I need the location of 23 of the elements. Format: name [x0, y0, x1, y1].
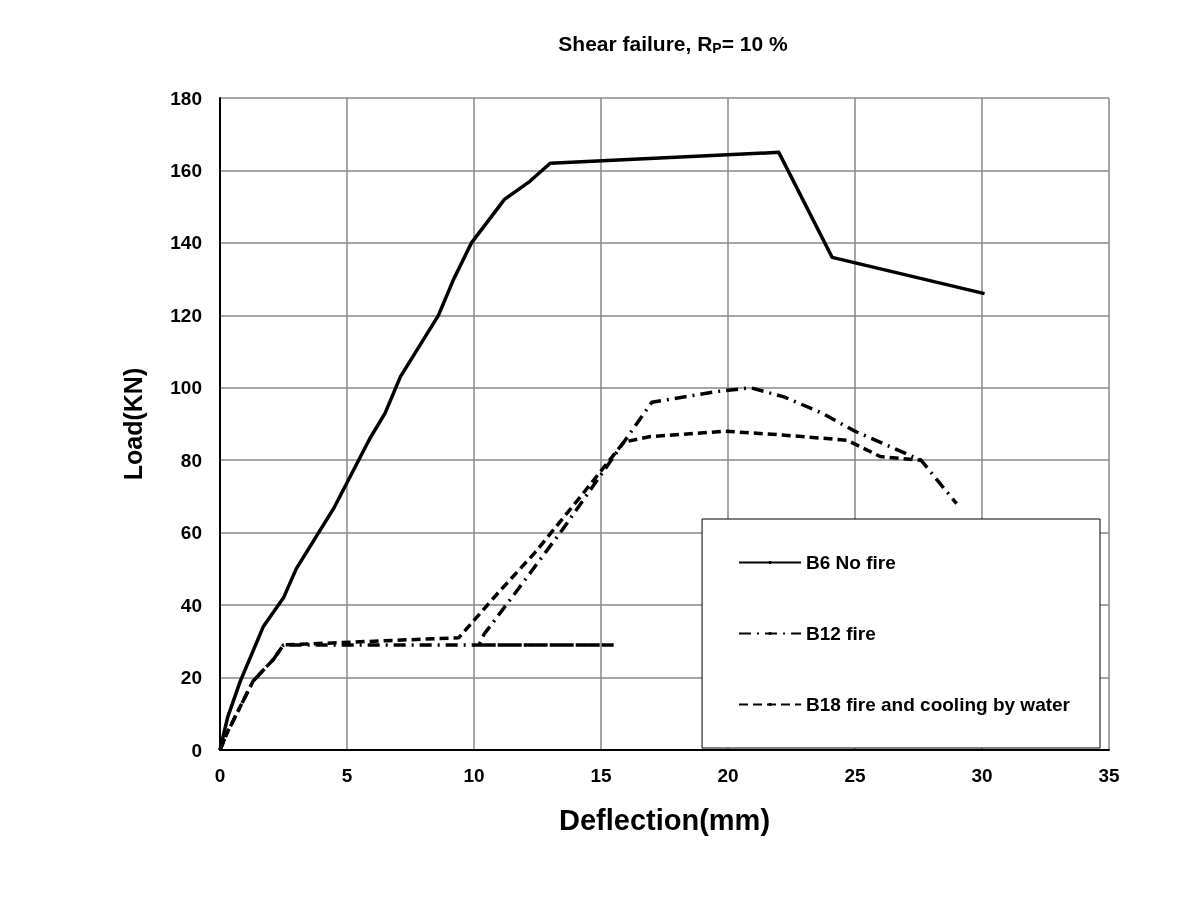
- y-tick-label: 160: [170, 159, 202, 181]
- legend-label: B12 fire: [806, 623, 876, 644]
- legend-label: B6 No fire: [806, 552, 896, 573]
- y-tick-label: 120: [170, 304, 202, 326]
- x-tick-label: 0: [214, 765, 226, 786]
- x-tick-label: 25: [844, 765, 866, 786]
- x-tick-label: 20: [717, 765, 739, 786]
- x-tick-label: 5: [341, 765, 353, 786]
- legend-label: B18 fire and cooling by water: [806, 694, 1071, 715]
- x-tick-label: 35: [1098, 765, 1120, 786]
- x-tick-label: 15: [590, 765, 612, 786]
- x-tick-label: 10: [463, 765, 485, 786]
- y-tick-label: 140: [170, 232, 202, 254]
- y-tick-label: 100: [170, 377, 202, 399]
- y-tick-label: 40: [180, 594, 202, 616]
- y-tick-label: 60: [180, 522, 202, 544]
- x-axis-title: Deflection(mm): [558, 803, 771, 836]
- y-tick-label: 180: [170, 87, 202, 109]
- y-tick-label: 0: [191, 739, 202, 761]
- y-tick-label: 20: [180, 667, 202, 689]
- y-tick-label: 80: [180, 449, 202, 471]
- y-axis-title: Load(KN): [118, 367, 147, 481]
- x-tick-label: 30: [971, 765, 993, 786]
